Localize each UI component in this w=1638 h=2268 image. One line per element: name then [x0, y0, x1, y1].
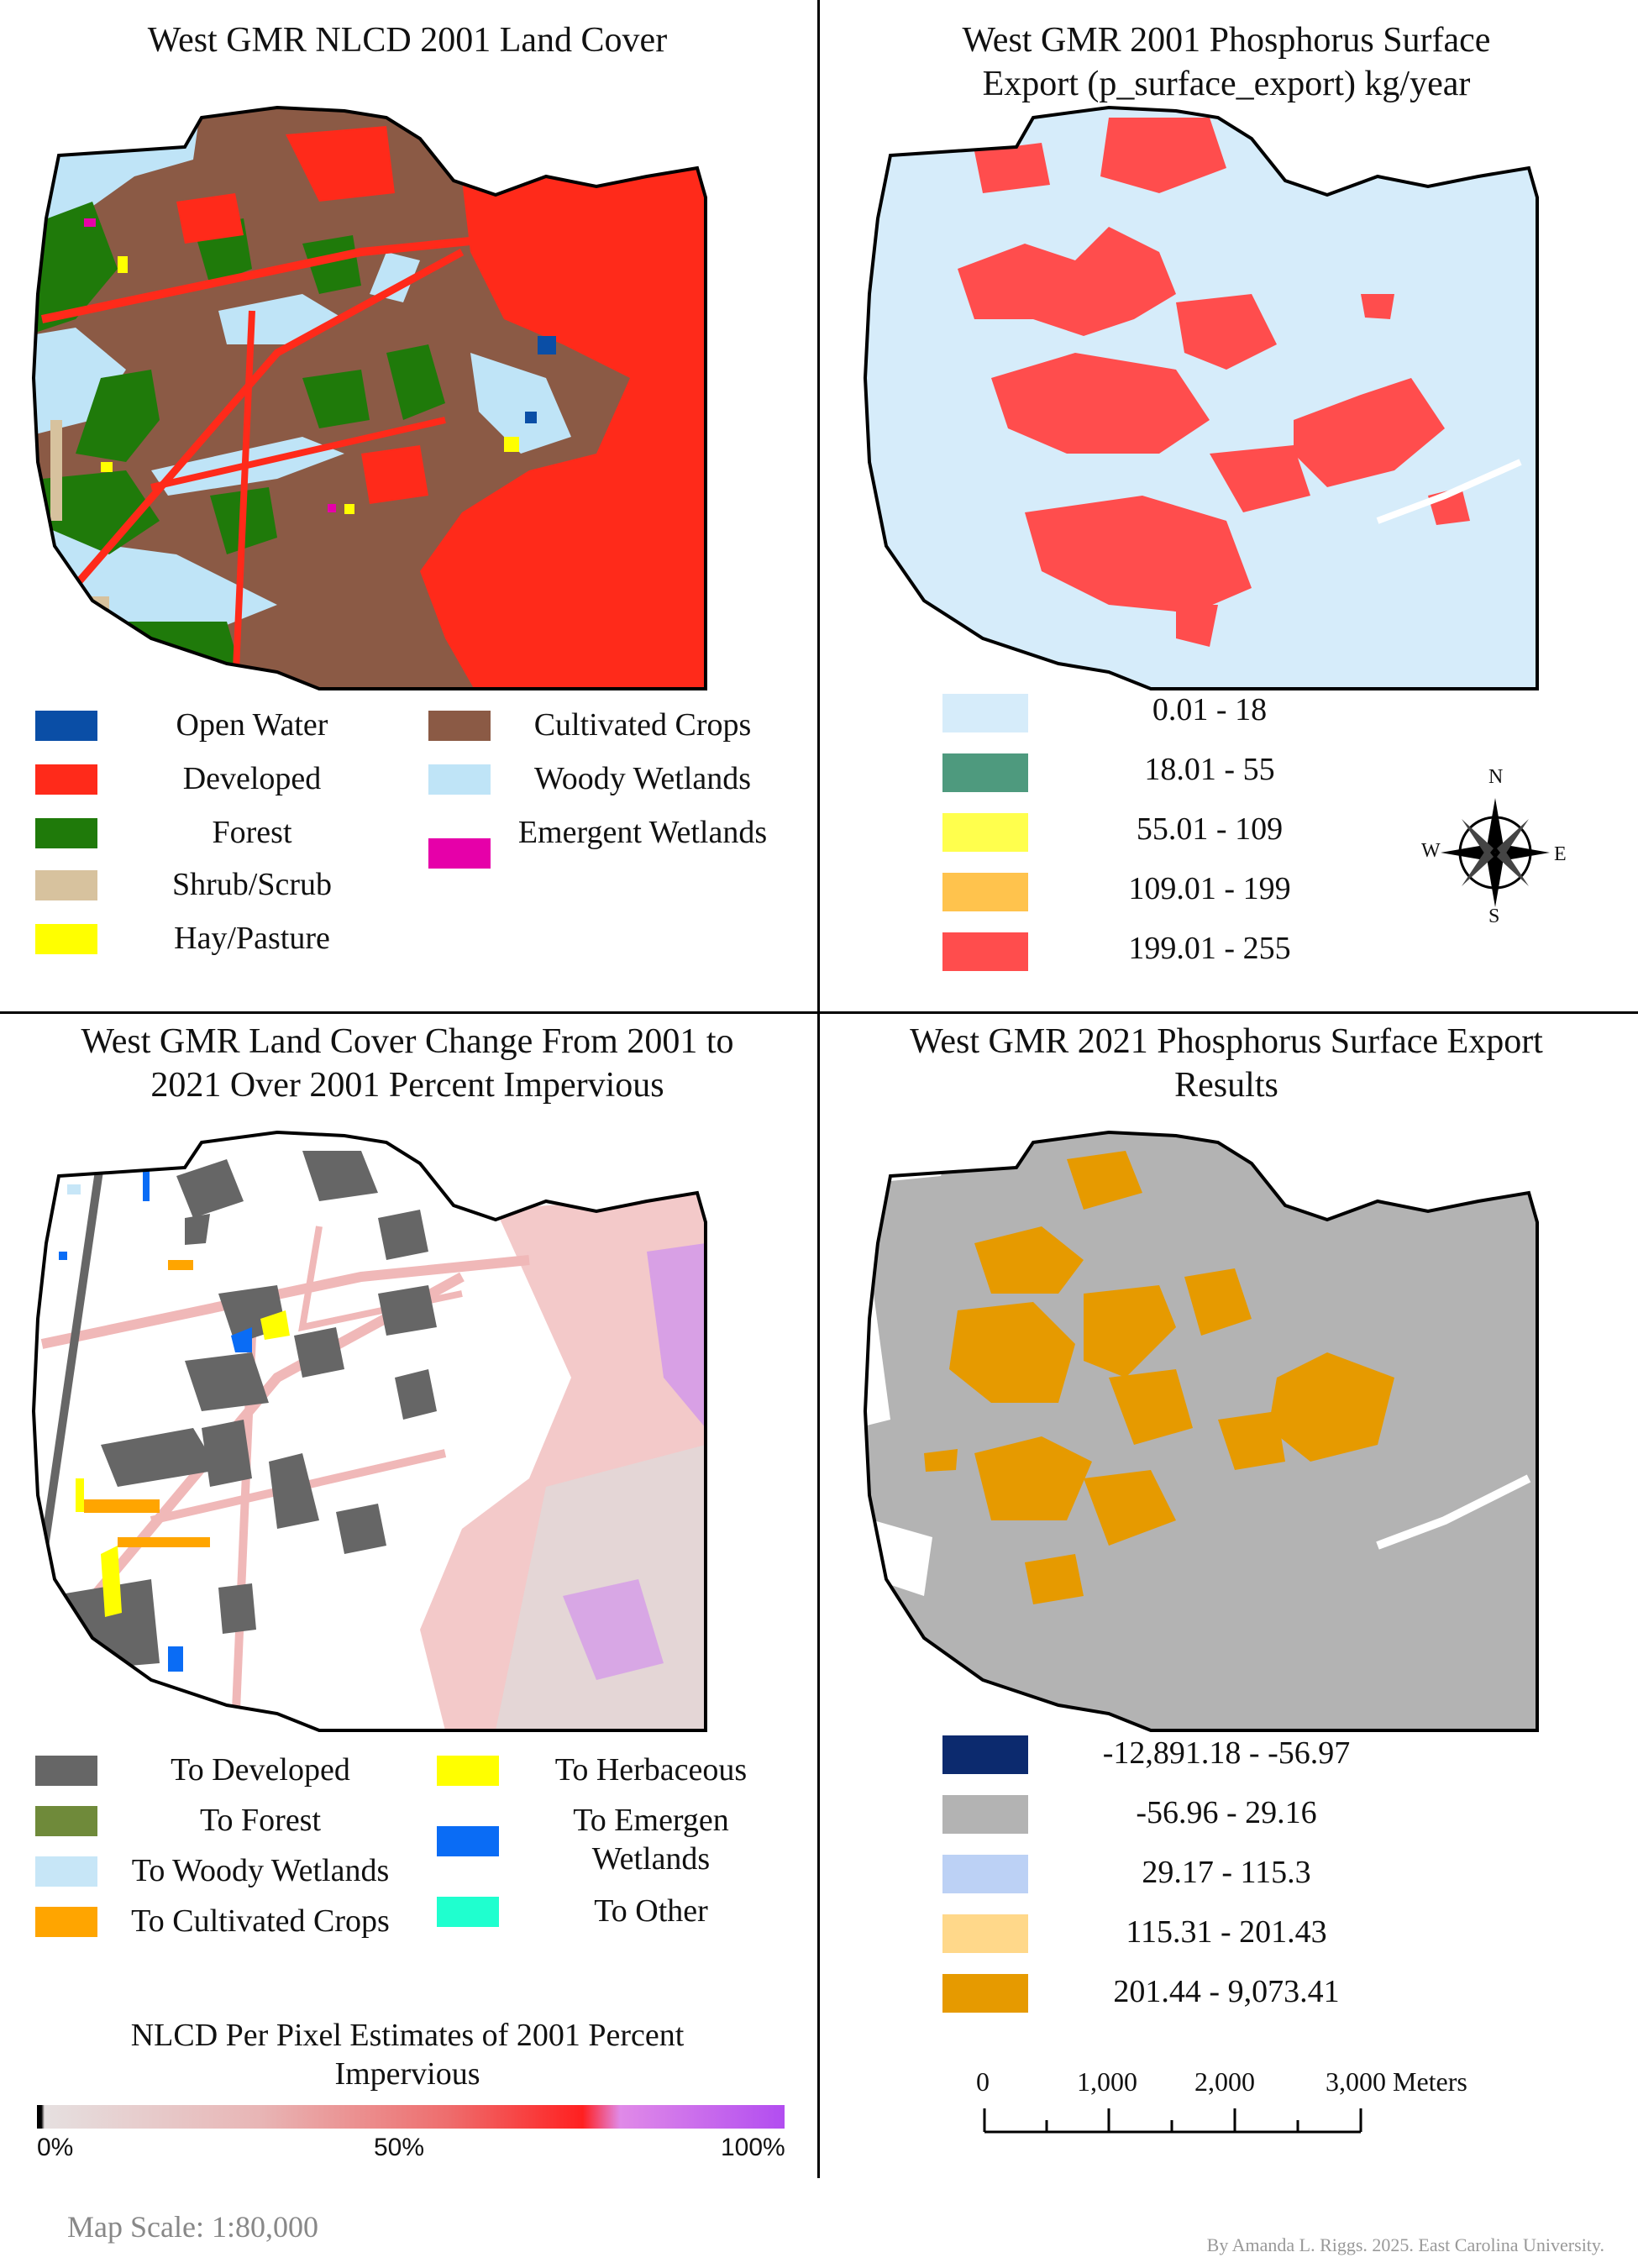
- phosphorus-2001-legend-label: 18.01 - 55: [1144, 752, 1275, 787]
- phosphorus-2021-legend-label: 201.44 - 9,073.41: [1113, 1974, 1340, 2009]
- compass-rose-icon: [1441, 798, 1550, 907]
- compass-n-label: N: [1488, 766, 1504, 788]
- phosphorus-2021-map: [863, 1130, 1539, 1732]
- scale-label-2000: 2,000: [1194, 2066, 1255, 2097]
- land-cover-legend-label: Forest: [212, 815, 292, 850]
- phosphorus-2021-legend-swatch: [942, 1735, 1028, 1774]
- phosphorus-2021-legend-swatch: [942, 1795, 1028, 1834]
- land-cover-legend-swatch: [35, 764, 97, 795]
- scale-bar-ticks: [983, 2108, 1362, 2134]
- phosphorus-2001-title: West GMR 2001 Phosphorus Surface Export …: [962, 21, 1491, 103]
- phosphorus-2001-legend-label: 199.01 - 255: [1128, 931, 1291, 966]
- map-scale-text: Map Scale: 1:80,000: [67, 2210, 318, 2244]
- phosphorus-2021-title: West GMR 2021 Phosphorus Surface Export …: [910, 1022, 1543, 1105]
- land-cover-change-legend-swatch: [35, 1907, 97, 1937]
- compass-s-label: S: [1488, 906, 1500, 927]
- scale-label-1000: 1,000: [1077, 2066, 1137, 2097]
- land-cover-map: [31, 105, 707, 690]
- impervious-color-ramp: [37, 2105, 785, 2129]
- land-cover-change-map: [31, 1130, 707, 1732]
- land-cover-change-legend-label: To Emergen Wetlands: [573, 1803, 729, 1877]
- land-cover-legend-label: Cultivated Crops: [533, 707, 752, 743]
- phosphorus-2021-legend-swatch: [942, 1974, 1028, 2013]
- land-cover-legend-swatch: [428, 711, 491, 741]
- land-cover-change-legend-swatch: [35, 1756, 97, 1786]
- ramp-label-100: 100%: [721, 2134, 785, 2161]
- phosphorus-2001-legend-swatch: [942, 753, 1028, 792]
- panel-divider-horizontal: [0, 1011, 1638, 1014]
- land-cover-change-legend-label: To Forest: [199, 1803, 322, 1838]
- phosphorus-2021-legend-label: 115.31 - 201.43: [1126, 1914, 1327, 1950]
- land-cover-change-legend-label: To Woody Wetlands: [131, 1853, 390, 1888]
- land-cover-legend-swatch: [35, 711, 97, 741]
- phosphorus-2001-map: [863, 105, 1539, 690]
- land-cover-legend-swatch: [428, 838, 491, 869]
- scale-bar: 0 1,000 2,000 3,000 Meters: [976, 2066, 1467, 2134]
- compass-e-label: E: [1554, 843, 1567, 865]
- land-cover-legend-label: Open Water: [176, 707, 328, 743]
- phosphorus-2021-legend-swatch: [942, 1855, 1028, 1893]
- scale-label-0: 0: [976, 2066, 990, 2097]
- land-cover-legend-swatch: [35, 818, 97, 848]
- ramp-label-0: 0%: [37, 2134, 74, 2161]
- land-cover-legend-label: Hay/Pasture: [174, 921, 330, 956]
- credit-text: By Amanda L. Riggs. 2025. East Carolina …: [1206, 2234, 1604, 2255]
- compass-w-label: W: [1421, 840, 1441, 862]
- phosphorus-2021-legend-label: -56.96 - 29.16: [1136, 1795, 1317, 1830]
- land-cover-title: West GMR NLCD 2001 Land Cover: [147, 21, 668, 60]
- land-cover-legend-label: Emergent Wetlands: [517, 815, 768, 850]
- phosphorus-2001-legend-swatch: [942, 932, 1028, 971]
- land-cover-change-legend-label: To Herbaceous: [554, 1752, 748, 1788]
- land-cover-change-legend-swatch: [437, 1897, 499, 1927]
- land-cover-change-legend-swatch: [437, 1826, 499, 1856]
- impervious-ramp-title: NLCD Per Pixel Estimates of 2001 Percent…: [130, 2018, 685, 2092]
- phosphorus-2001-legend-label: 55.01 - 109: [1136, 811, 1284, 847]
- scale-label-3000: 3,000 Meters: [1326, 2066, 1467, 2097]
- phosphorus-2001-legend-swatch: [942, 873, 1028, 911]
- phosphorus-2021-legend-label: 29.17 - 115.3: [1142, 1855, 1311, 1890]
- phosphorus-2001-legend-swatch: [942, 813, 1028, 852]
- phosphorus-2021-legend-label: -12,891.18 - -56.97: [1102, 1735, 1351, 1771]
- phosphorus-2001-legend-label: 0.01 - 18: [1152, 692, 1268, 727]
- north-arrow-compass: N S W E: [1420, 766, 1571, 927]
- land-cover-legend-label: Developed: [182, 761, 322, 796]
- land-cover-legend-swatch: [35, 924, 97, 954]
- land-cover-change-legend-label: To Other: [594, 1893, 708, 1929]
- land-cover-legend-label: Woody Wetlands: [533, 761, 752, 796]
- land-cover-change-legend-label: To Cultivated Crops: [131, 1903, 390, 1939]
- phosphorus-2021-legend-swatch: [942, 1914, 1028, 1953]
- land-cover-change-legend-swatch: [35, 1806, 97, 1836]
- land-cover-legend-swatch: [428, 764, 491, 795]
- panel-divider-vertical: [817, 0, 820, 2178]
- land-cover-change-title: West GMR Land Cover Change From 2001 to …: [81, 1022, 734, 1105]
- land-cover-change-legend-swatch: [437, 1756, 499, 1786]
- phosphorus-2001-legend-label: 109.01 - 199: [1128, 871, 1291, 906]
- ramp-label-50: 50%: [374, 2134, 425, 2161]
- land-cover-change-legend-label: To Developed: [171, 1752, 350, 1788]
- land-cover-legend-swatch: [35, 870, 97, 900]
- land-cover-change-legend-swatch: [35, 1856, 97, 1887]
- phosphorus-2001-legend-swatch: [942, 694, 1028, 732]
- land-cover-legend-label: Shrub/Scrub: [172, 867, 332, 902]
